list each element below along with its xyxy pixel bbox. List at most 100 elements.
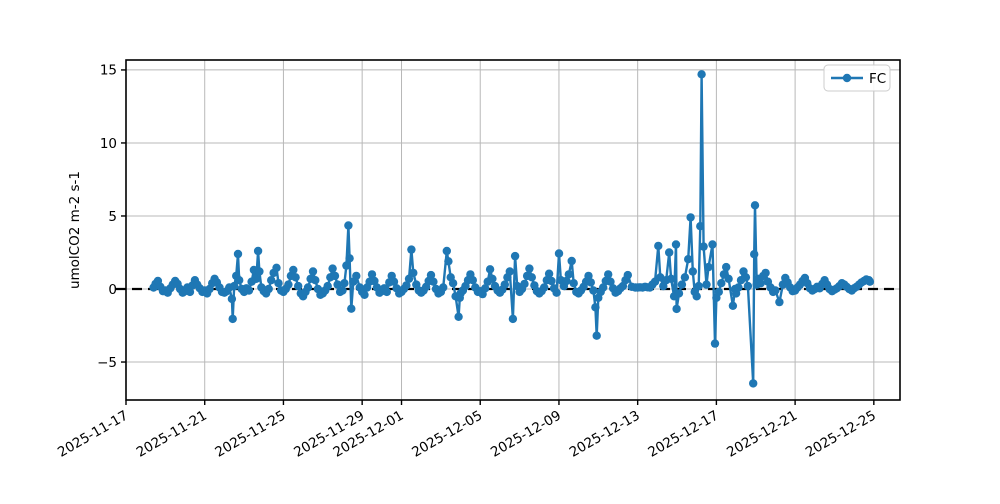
fc-marker [728,301,738,310]
fc-marker [666,274,676,283]
fc-marker [562,276,571,286]
fc-marker [407,245,416,254]
fc-marker [253,246,263,256]
fc-marker [328,264,337,273]
fc-marker [274,279,283,288]
fc-marker [370,276,379,286]
fc-marker [230,281,239,291]
fc-marker [311,276,320,285]
fc-marker [488,274,497,283]
fc-marker [654,241,663,251]
fc-marker [680,273,690,282]
x-tick-label: 2025-11-17 [55,408,131,461]
fc-marker [599,283,608,292]
fc-marker [289,265,298,275]
fc-marker [743,281,753,291]
x-tick-label: 2025-12-17 [645,408,721,461]
fc-marker [569,279,578,288]
fc-marker [734,283,743,292]
fc-marker [338,286,347,295]
fc-marker [552,288,561,297]
fc-marker [674,289,684,298]
fc-marker [544,269,554,278]
fc-marker [272,263,281,272]
fc-marker [347,304,356,313]
fc-marker [340,279,349,288]
legend-label: FC [869,71,886,87]
fc-marker [448,279,458,288]
fc-marker [439,283,448,292]
fc-marker [444,257,453,266]
fc-marker [360,290,369,299]
x-tick-label: 2025-12-25 [803,408,879,461]
fc-marker [255,267,264,276]
fc-marker [525,264,534,273]
x-tick-label: 2025-11-21 [134,408,210,461]
fc-marker [342,261,351,270]
fc-marker [672,304,681,314]
fc-marker [244,286,254,295]
x-tick-label: 2025-12-05 [409,408,485,461]
fc-marker [323,281,332,291]
fc-marker [771,286,780,295]
fc-marker [665,248,674,257]
fc-marker [330,271,340,281]
fc-marker [308,267,318,276]
fc-marker [761,268,770,278]
x-tick-labels: 2025-11-17 2025-11-21 2025-11-25 2025-11-29… [55,408,879,461]
legend: FC [823,64,891,92]
fc-marker [429,277,438,286]
y-axis-label: umolCO2 m-2 s-1 [67,171,83,289]
fc-marker [724,274,733,283]
fc-marker [756,279,765,288]
fc-marker [697,70,706,79]
fc-marker [586,278,595,287]
fc-marker [505,267,514,276]
x-tick-label: 2025-12-09 [488,408,564,461]
fc-marker [750,250,759,259]
fc-marker [508,314,518,324]
y-tick-label: 0 [108,282,117,298]
fc-marker [554,249,564,258]
fc-marker [264,284,273,294]
fc-marker [623,270,632,280]
fc-marker [500,280,509,289]
fc-marker [604,270,613,279]
fc-marker [592,331,601,340]
fc-marker [704,262,713,272]
fc-marker [510,251,520,261]
fc-marker [235,276,244,285]
tick-marks [121,69,875,405]
fc-marker [699,242,708,251]
y-tick-label: −5 [97,355,117,371]
grid-lines [125,60,900,400]
fc-marker [722,262,731,272]
fc-marker [426,270,436,280]
series-fc [149,70,875,388]
fc-marker [284,280,293,289]
y-tick-labels: −5 0 5 10 15 [97,63,117,371]
fc-marker [684,255,693,264]
fc-marker [591,303,600,312]
fc-marker [345,254,354,263]
fc-marker [520,279,529,289]
fc-marker [547,276,556,286]
fc-marker [442,246,451,256]
fc-marker [382,287,391,297]
fc-marker [389,277,399,286]
fc-marker [775,297,784,307]
fc-marker [267,276,276,285]
y-tick-label: 15 [100,63,117,79]
fc-marker [333,280,342,289]
y-tick-label: 5 [108,209,117,225]
fc-marker [402,281,411,290]
fc-marker [696,222,705,231]
fc-marker [714,287,723,297]
fc-marker [750,201,760,210]
fc-marker [303,283,313,292]
fc-line [152,73,871,385]
fc-marker [708,240,717,249]
fc-marker [584,271,593,281]
